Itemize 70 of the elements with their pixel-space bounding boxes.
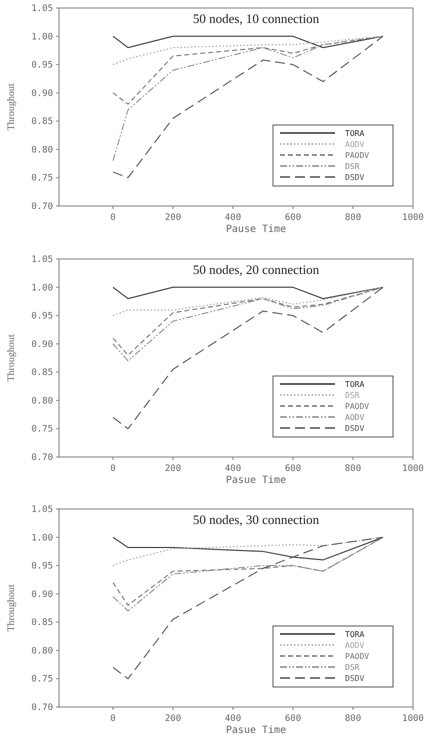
y-tick-label: 0.70 — [31, 202, 53, 212]
y-axis-title: Throughout — [6, 83, 17, 131]
line-series — [112, 536, 384, 680]
x-tick-label: 0 — [110, 213, 116, 223]
x-tick-label: 200 — [164, 213, 182, 223]
chart-title: 50 nodes, 10 connection — [192, 11, 320, 26]
y-tick-label: 1.00 — [31, 283, 53, 294]
y-tick-label: 0.85 — [31, 368, 53, 378]
line-series — [112, 36, 384, 66]
y-tick-label: 0.70 — [31, 453, 53, 463]
x-tick-label: 400 — [224, 464, 242, 474]
y-axis-title: Throughout — [6, 584, 17, 632]
x-tick-label: 0 — [110, 714, 116, 724]
chart-title: 50 nodes, 20 connection — [192, 262, 320, 277]
x-tick-label: 1000 — [402, 213, 424, 223]
x-tick-label: 600 — [284, 464, 302, 474]
y-tick-label: 0.95 — [31, 60, 53, 71]
y-tick-label: 0.75 — [31, 674, 53, 685]
x-tick-label: 200 — [164, 464, 182, 474]
y-tick-label: 0.90 — [31, 590, 53, 600]
text: DSDV — [345, 173, 364, 182]
y-tick-label: 1.05 — [31, 255, 53, 265]
y-tick-label: 1.00 — [31, 533, 53, 544]
y-tick-label: 0.80 — [31, 145, 53, 156]
text: TORA — [345, 129, 364, 138]
text: PAODV — [345, 402, 370, 411]
text: TORA — [345, 630, 364, 639]
x-tick-label: 800 — [344, 213, 362, 223]
y-tick-label: 0.85 — [31, 618, 53, 628]
y-tick-label: 0.85 — [31, 117, 53, 128]
y-tick-label: 0.80 — [31, 396, 53, 406]
x-tick-label: 800 — [344, 714, 362, 724]
text: TORA — [345, 380, 364, 389]
x-tick-label: 0 — [110, 464, 116, 474]
text: DSR — [345, 663, 360, 672]
chart-title: 50 nodes, 30 connection — [192, 512, 320, 527]
y-tick-label: 1.05 — [31, 4, 53, 14]
x-axis-title: Pasue Time — [226, 475, 286, 486]
y-tick-label: 0.95 — [31, 562, 53, 572]
x-tick-label: 400 — [224, 714, 242, 724]
text: AODV — [345, 413, 364, 422]
text: PAODV — [345, 151, 370, 160]
y-tick-label: 0.70 — [31, 703, 53, 713]
y-tick-label: 0.80 — [31, 646, 53, 656]
text: DSDV — [345, 674, 364, 683]
x-axis-title: Pause Time — [226, 224, 286, 235]
y-tick-label: 1.05 — [31, 505, 53, 515]
y-axis-title: Throughout — [6, 334, 17, 382]
line-series — [112, 286, 384, 430]
text: DSR — [345, 162, 360, 171]
text: DSR — [345, 391, 360, 400]
y-tick-label: 0.95 — [31, 312, 53, 322]
text: AODV — [345, 140, 364, 149]
x-tick-label: 400 — [224, 213, 242, 223]
text: AODV — [345, 641, 364, 650]
x-tick-label: 1000 — [402, 714, 424, 724]
y-tick-label: 0.75 — [31, 424, 53, 435]
y-tick-label: 1.00 — [31, 32, 53, 42]
x-tick-label: 600 — [284, 213, 302, 223]
line-series — [112, 536, 384, 560]
x-tick-label: 200 — [164, 714, 182, 724]
y-tick-label: 0.75 — [31, 174, 53, 184]
y-tick-label: 0.90 — [31, 88, 53, 99]
text: PAODV — [345, 652, 370, 661]
text: DSDV — [345, 424, 364, 433]
y-tick-label: 0.90 — [31, 340, 53, 350]
x-tick-label: 1000 — [402, 464, 424, 474]
x-axis-title: Pasue Time — [226, 725, 286, 736]
x-tick-label: 800 — [344, 464, 362, 474]
x-tick-label: 600 — [284, 714, 302, 724]
